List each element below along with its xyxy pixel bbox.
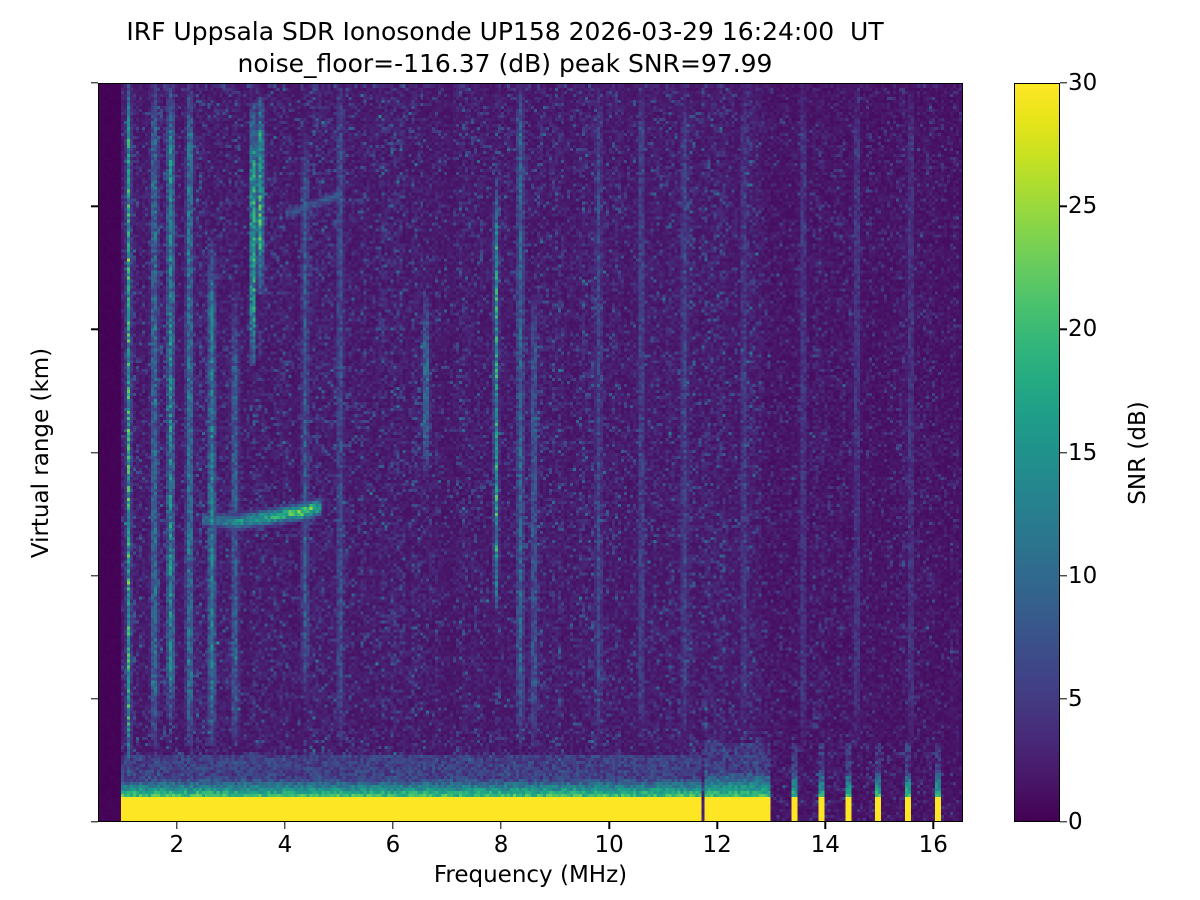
colorbar-tick-label: 25 (1068, 193, 1098, 220)
x-tick-mark (392, 822, 394, 829)
y-tick-mark (91, 698, 98, 700)
colorbar-tick-mark (1060, 82, 1067, 84)
x-tick-mark (932, 822, 934, 829)
y-tick-mark (91, 574, 98, 577)
x-axis-label: Frequency (MHz) (433, 862, 628, 888)
x-tick-mark (284, 822, 286, 829)
x-tick-mark (716, 822, 718, 829)
colorbar-tick-mark (1060, 205, 1067, 207)
colorbar-label: SNR (dB) (1125, 400, 1151, 505)
colorbar-tick-label: 0 (1068, 809, 1083, 835)
colorbar-tick-label: 5 (1068, 685, 1083, 712)
x-tick-label: 8 (493, 832, 509, 858)
colorbar-tick-mark (1060, 821, 1067, 823)
colorbar-tick-label: 10 (1068, 562, 1098, 589)
colorbar (1014, 83, 1060, 822)
colorbar-tick-label: 30 (1068, 70, 1098, 96)
colorbar-tick-label: 20 (1068, 316, 1098, 343)
x-tick-mark (500, 822, 502, 829)
colorbar-tick-label: 15 (1068, 439, 1098, 466)
title-line-1: IRF Uppsala SDR Ionosonde UP158 2026-03-… (126, 17, 884, 46)
x-tick-label: 12 (702, 832, 732, 858)
colorbar-tick-mark (1060, 451, 1067, 454)
y-axis-label: Virtual range (km) (28, 347, 54, 558)
x-tick-mark (824, 822, 826, 829)
colorbar-tick-mark (1060, 574, 1067, 577)
x-tick-label: 6 (385, 832, 401, 858)
x-tick-mark (608, 822, 610, 829)
figure-title: IRF Uppsala SDR Ionosonde UP158 2026-03-… (0, 16, 1010, 80)
ionogram-heatmap (99, 84, 962, 821)
x-tick-label: 2 (169, 832, 185, 858)
y-tick-mark (91, 328, 98, 331)
y-tick-mark (91, 821, 98, 823)
y-tick-mark (91, 451, 98, 454)
title-line-2: noise_floor=-116.37 (dB) peak SNR=97.99 (237, 49, 773, 78)
y-tick-mark (91, 205, 98, 207)
x-tick-label: 14 (810, 832, 840, 858)
colorbar-tick-mark (1060, 328, 1067, 331)
colorbar-gradient (1015, 84, 1059, 821)
x-tick-mark (176, 822, 178, 829)
x-tick-label: 4 (277, 832, 293, 858)
y-tick-mark (91, 82, 98, 84)
x-tick-label: 10 (594, 832, 624, 858)
x-tick-label: 16 (918, 832, 948, 858)
colorbar-tick-mark (1060, 698, 1067, 700)
ionogram-plot-area (98, 83, 963, 822)
